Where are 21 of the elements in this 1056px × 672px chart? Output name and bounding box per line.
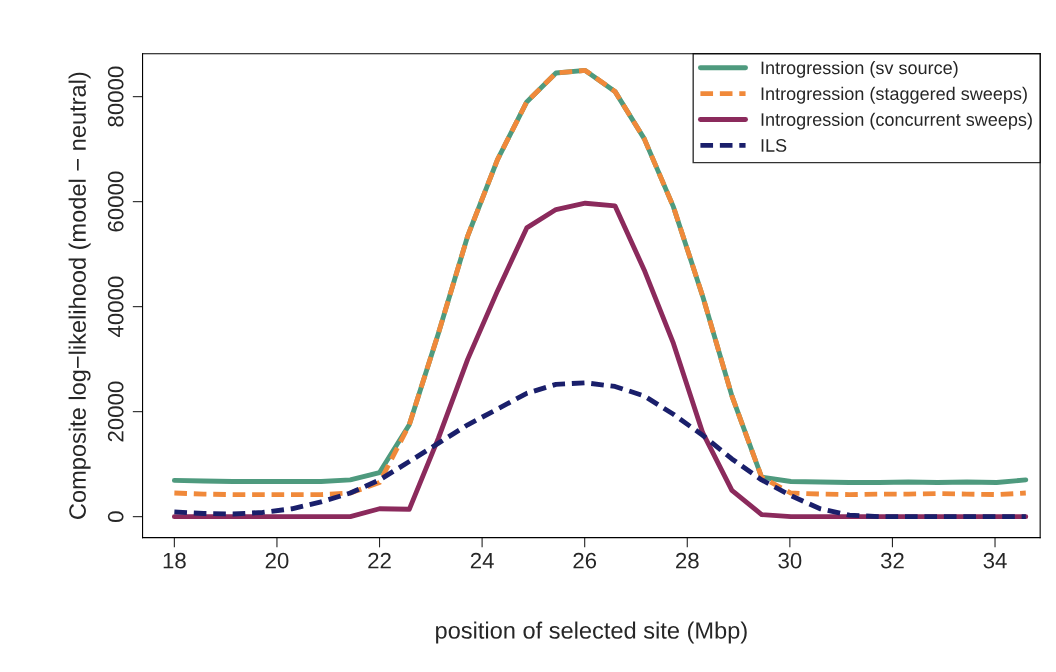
- x-tick-label: 26: [573, 552, 597, 569]
- x-tick-label: 30: [778, 552, 802, 569]
- line-series: [171, 380, 1029, 520]
- x-tick-label: 22: [368, 552, 391, 569]
- legend-label: Introgression (sv source): [761, 60, 958, 78]
- legend-label: ILS: [761, 139, 787, 152]
- x-tick-label: 32: [880, 552, 904, 569]
- legend-label: Introgression (staggered sweeps): [761, 86, 1027, 104]
- x-tick-label: 20: [265, 552, 289, 569]
- x-axis-title: position of selected site (Mbp): [436, 621, 747, 644]
- y-tick-label: 0: [107, 511, 124, 522]
- x-tick-label: 28: [676, 552, 699, 569]
- x-tick-label: 24: [470, 552, 494, 569]
- y-tick-label: 80000: [107, 66, 124, 127]
- y-axis-title: Composite log−likelihood (model − neutral): [68, 72, 91, 519]
- legend-label: Introgression (concurrent sweeps): [761, 112, 1032, 130]
- y-tick-label: 60000: [107, 171, 124, 232]
- x-tick-label: 18: [163, 552, 186, 569]
- y-tick-label: 40000: [107, 276, 124, 338]
- y-tick-label: 20000: [107, 381, 124, 442]
- x-tick-label: 34: [983, 552, 1007, 569]
